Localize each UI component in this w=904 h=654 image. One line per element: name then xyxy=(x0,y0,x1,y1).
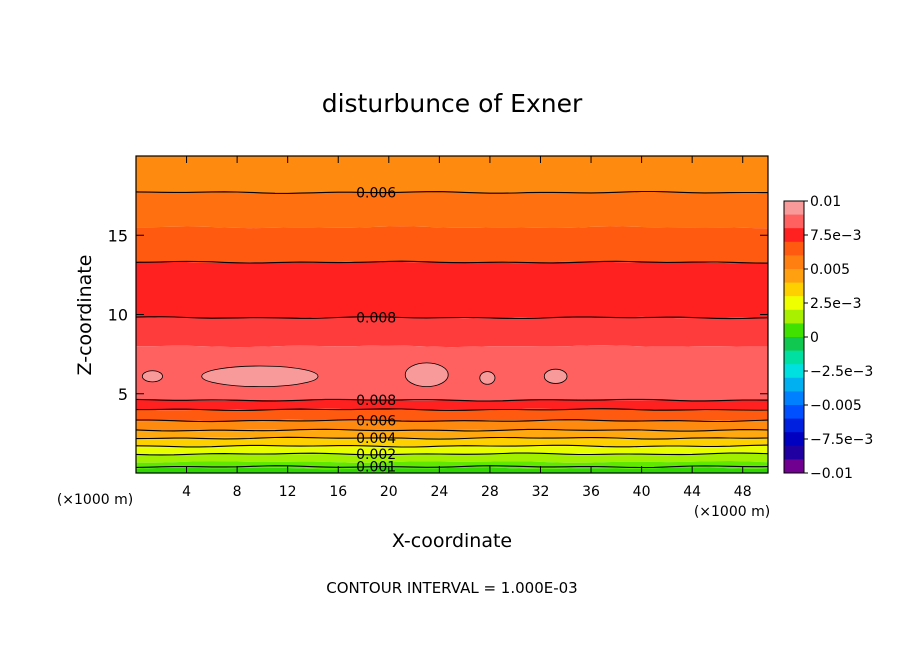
contour-band xyxy=(136,467,768,473)
colorbar-swatch xyxy=(784,377,804,392)
contour-interval-note: CONTOUR INTERVAL = 1.000E-03 xyxy=(326,579,577,597)
colorbar: 0.01 7.5e−3 0.005 2.5e−3 0 −2.5e−3 −0.005 −7.5e… xyxy=(783,194,873,482)
colorbar-swatch xyxy=(784,432,804,447)
contour-band xyxy=(136,437,768,447)
y-axis-label: Z-coordinate xyxy=(74,255,96,376)
contour-line xyxy=(135,452,769,456)
contour-label: 0.008 xyxy=(356,311,396,327)
contour-band xyxy=(136,429,768,440)
colorbar-swatch xyxy=(784,282,804,297)
x-axis-label: X-coordinate xyxy=(392,530,512,552)
colorbar-tick-label: 7.5e−3 xyxy=(810,228,862,244)
contour-band xyxy=(136,453,768,463)
contour-line xyxy=(135,316,769,320)
y-tick-label: 5 xyxy=(118,385,128,404)
contour-line xyxy=(135,436,769,440)
contour-line xyxy=(135,260,769,264)
x-tick-label: 36 xyxy=(582,484,600,500)
contour-line xyxy=(135,444,769,448)
colorbar-swatch xyxy=(784,405,804,419)
colorbar-swatch xyxy=(784,364,804,379)
colorbar-swatch xyxy=(784,309,804,324)
x-tick-label: 24 xyxy=(430,484,448,500)
contour-label: 0.008 xyxy=(356,393,396,409)
x-unit-right: (×1000 m) xyxy=(694,504,770,520)
contour-line xyxy=(136,408,769,412)
colorbar-tick-label: 0.01 xyxy=(810,194,841,210)
contour-high xyxy=(201,365,319,388)
contour-label: 0.001 xyxy=(356,460,396,476)
contour-label: 0.006 xyxy=(356,185,396,201)
x-tick-label: 48 xyxy=(734,484,752,500)
contour-line xyxy=(135,190,769,194)
contour-high xyxy=(404,362,449,388)
contour-label: 0.004 xyxy=(356,431,396,447)
colorbar-swatch xyxy=(784,418,804,433)
contour-high xyxy=(479,371,496,385)
colorbar-swatch xyxy=(784,350,804,365)
colorbar-tick-label: −0.01 xyxy=(810,466,853,482)
x-tick-label: 8 xyxy=(233,484,242,500)
x-unit-left: (×1000 m) xyxy=(57,492,133,508)
colorbar-tick-label: −0.005 xyxy=(810,398,862,414)
contour-band xyxy=(136,408,768,422)
colorbar-swatch xyxy=(784,228,804,243)
contour-band xyxy=(136,399,768,411)
colorbar-swatch xyxy=(784,296,804,311)
colorbar-swatch xyxy=(784,201,804,215)
contour-line xyxy=(136,419,769,423)
colorbar-swatch xyxy=(784,214,804,229)
contour-high xyxy=(543,368,568,384)
colorbar-tick-label: 2.5e−3 xyxy=(810,296,862,312)
colorbar-tick-label: 0.005 xyxy=(810,262,850,278)
x-tick-label: 40 xyxy=(633,484,651,500)
colorbar-swatch xyxy=(784,323,804,338)
contour-band xyxy=(136,316,768,348)
colorbar-tick-label: −2.5e−3 xyxy=(810,364,873,380)
colorbar-swatch xyxy=(784,459,804,474)
contour-band xyxy=(136,345,768,401)
contour-band xyxy=(136,156,768,194)
contour-band xyxy=(136,419,768,432)
contour-label: 0.006 xyxy=(356,414,396,430)
x-tick-label: 12 xyxy=(279,484,297,500)
colorbar-swatch xyxy=(784,445,804,460)
colorbar-swatch xyxy=(784,255,804,270)
colorbar-swatch xyxy=(784,391,804,406)
colorbar-tick-label: −7.5e−3 xyxy=(810,432,873,448)
contour-label: 0.002 xyxy=(356,447,396,463)
colorbar-swatch xyxy=(784,241,804,256)
x-tick-label: 28 xyxy=(481,484,499,500)
y-tick-label: 15 xyxy=(108,226,128,245)
chart-title: disturbunce of Exner xyxy=(322,89,583,118)
y-tick-label: 10 xyxy=(108,306,128,325)
contour-high xyxy=(141,370,163,383)
x-tick-label: 44 xyxy=(683,484,701,500)
contour-band xyxy=(136,261,768,319)
contour-band xyxy=(136,191,768,229)
colorbar-swatch xyxy=(784,337,804,351)
contour-line xyxy=(135,465,769,469)
contour-band xyxy=(136,226,768,264)
contour-band xyxy=(136,445,768,455)
x-tick-label: 20 xyxy=(380,484,398,500)
colorbar-swatch xyxy=(784,269,804,283)
x-tick-label: 4 xyxy=(182,484,191,500)
x-tick-label: 16 xyxy=(329,484,347,500)
x-tick-label: 32 xyxy=(532,484,550,500)
contour-line xyxy=(135,398,769,402)
colorbar-tick-label: 0 xyxy=(810,330,819,346)
contour-line xyxy=(135,428,769,432)
